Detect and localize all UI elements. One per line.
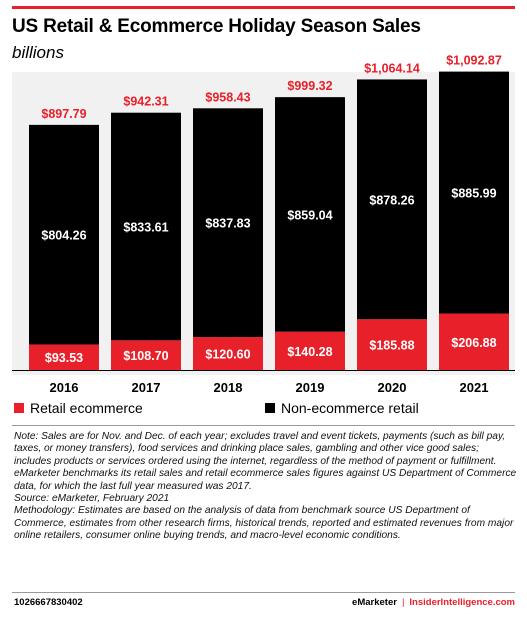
x-tick-label: 2020 [378, 380, 407, 395]
x-tick-label: 2018 [214, 380, 243, 395]
bar-retail-ecommerce [275, 331, 345, 370]
chart-id: 1026667830402 [14, 597, 83, 608]
bar-retail-ecommerce [29, 344, 99, 370]
data-label-total: $958.43 [205, 90, 250, 104]
bar-retail-ecommerce [111, 340, 181, 370]
data-label-ecommerce: $206.88 [451, 336, 496, 350]
bar-non-ecommerce-retail [275, 97, 345, 332]
data-label-total: $999.32 [287, 79, 332, 93]
data-label-total: $1,092.87 [446, 54, 502, 68]
footer-brand: eMarketer | InsiderIntelligence.com [352, 597, 515, 608]
bar-non-ecommerce-retail [357, 79, 427, 320]
source-text: Source: eMarketer, February 2021 [14, 493, 170, 505]
data-label-total: $1,064.14 [364, 61, 420, 75]
x-tick-label: 2021 [460, 380, 489, 395]
emarketer-logo-text: eMarketer [352, 597, 397, 608]
x-tick-label: 2017 [132, 380, 161, 395]
bar-retail-ecommerce [439, 313, 509, 370]
data-label-ecommerce: $120.60 [205, 348, 250, 362]
data-label-non-ecommerce: $804.26 [41, 229, 86, 243]
data-label-total: $897.79 [41, 107, 86, 121]
data-label-non-ecommerce: $878.26 [369, 193, 414, 207]
divider [12, 592, 515, 593]
data-label-non-ecommerce: $885.99 [451, 187, 496, 201]
legend-label: Non-ecommerce retail [281, 400, 419, 416]
bar-retail-ecommerce [357, 319, 427, 370]
chart-subtitle: billions [12, 43, 64, 62]
legend-item-retail-ecommerce: Retail ecommerce [14, 400, 143, 416]
data-label-non-ecommerce: $837.83 [205, 217, 250, 231]
data-label-ecommerce: $108.70 [123, 349, 168, 363]
divider [12, 425, 515, 426]
notes-block: Note: Sales are for Nov. and Dec. of eac… [14, 431, 517, 543]
data-label-ecommerce: $93.53 [45, 351, 83, 365]
data-label-non-ecommerce: $833.61 [123, 221, 168, 235]
bar-non-ecommerce-retail [29, 124, 99, 345]
brand-separator: | [401, 597, 405, 608]
top-accent-rule [12, 6, 515, 9]
legend-swatch-black [265, 403, 275, 413]
bar-non-ecommerce-retail [193, 108, 263, 338]
bar-retail-ecommerce [193, 337, 263, 370]
data-label-ecommerce: $185.88 [369, 339, 414, 353]
legend-label: Retail ecommerce [30, 400, 143, 416]
data-label-total: $942.31 [123, 95, 168, 109]
bar-non-ecommerce-retail [439, 71, 509, 314]
stacked-bar-chart: $93.53 $804.26 $897.79 2016 $108.70 $833.61 $9… [12, 54, 515, 395]
chart-title: US Retail & Ecommerce Holiday Season Sal… [12, 16, 421, 37]
x-tick-label: 2019 [296, 380, 325, 395]
legend-item-non-ecommerce-retail: Non-ecommerce retail [265, 400, 419, 416]
bar-non-ecommerce-retail [111, 112, 181, 341]
note-text: Note: Sales are for Nov. and Dec. of eac… [14, 431, 517, 492]
x-tick-label: 2016 [50, 380, 79, 395]
data-label-non-ecommerce: $859.04 [287, 208, 332, 222]
data-label-ecommerce: $140.28 [287, 345, 332, 359]
insider-intelligence-link[interactable]: InsiderIntelligence.com [409, 597, 515, 608]
methodology-text: Methodology: Estimates are based on the … [14, 505, 514, 542]
legend-swatch-red [14, 403, 24, 413]
